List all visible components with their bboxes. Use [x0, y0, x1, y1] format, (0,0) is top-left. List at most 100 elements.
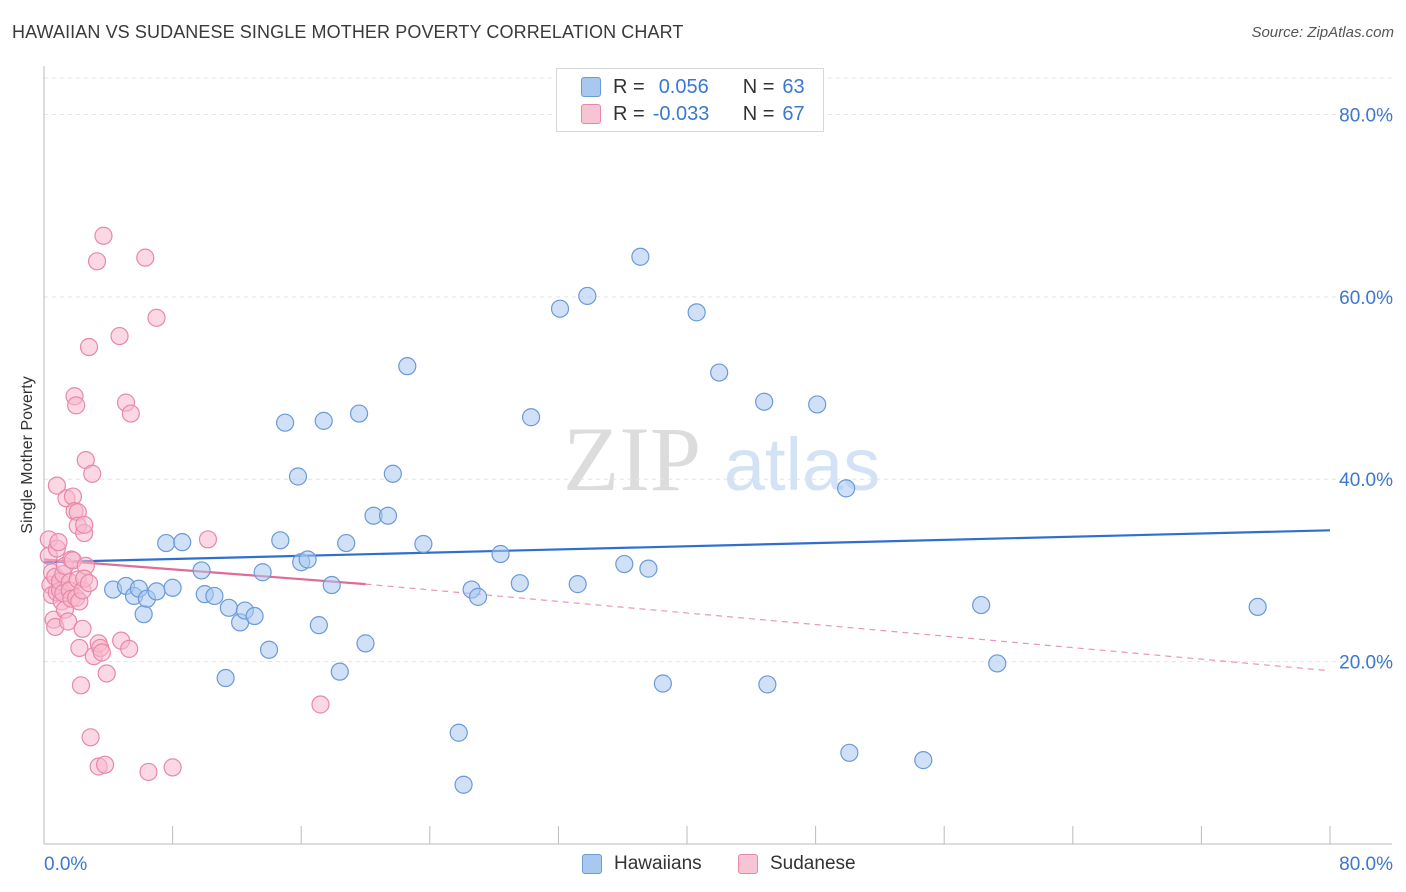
sudanese-point: [81, 728, 100, 747]
hawaiians-point: [337, 533, 356, 553]
hawaiians-point: [253, 563, 272, 582]
r-label: R =: [613, 75, 645, 98]
hawaiians-point: [356, 634, 375, 653]
hawaiians-point: [192, 561, 211, 580]
y-tick-label: 40.0%: [1339, 470, 1393, 491]
hawaiians-point: [383, 464, 402, 483]
sudanese-legend-label: Sudanese: [770, 853, 856, 874]
hawaiians-trend-line: [43, 529, 1331, 564]
hawaiians-point: [322, 575, 341, 595]
hawaiians-point: [314, 411, 333, 430]
sudanese-point: [79, 574, 99, 593]
hawaiians-point: [245, 606, 264, 626]
hawaiians-point: [1248, 597, 1267, 617]
hawaiians-point: [758, 675, 777, 694]
sudanese-point: [87, 252, 107, 271]
r-value: 0.056: [658, 75, 709, 98]
hawaiians-point: [271, 531, 290, 550]
sudanese-point: [59, 612, 78, 631]
hawaiians-point: [568, 575, 587, 594]
hawaiians-point: [134, 605, 153, 624]
hawaiians-point: [808, 395, 827, 414]
sudanese-point: [97, 664, 116, 683]
sudanese-point: [139, 762, 158, 782]
y-tick-label: 60.0%: [1339, 288, 1393, 309]
watermark-zip: ZIP: [563, 408, 701, 510]
hawaiians-point: [173, 533, 192, 552]
hawaiians-point: [550, 299, 570, 318]
hawaiians-point: [288, 467, 308, 486]
hawaiians-point: [309, 616, 328, 635]
sudanese-point: [94, 226, 113, 245]
y-tick-label: 80.0%: [1339, 105, 1393, 126]
n-value: 63: [782, 75, 805, 98]
hawaiians-point: [163, 578, 182, 597]
sudanese-point: [121, 404, 140, 423]
hawaiians-point: [259, 640, 279, 659]
sudanese-swatch: [581, 104, 601, 124]
sudanese-point: [70, 638, 89, 658]
hawaiians-point: [454, 775, 473, 794]
legend-item-sudanese: Sudanese: [738, 851, 856, 877]
sudanese-point: [92, 643, 111, 662]
hawaiians-point: [837, 479, 856, 498]
sudanese-point: [110, 326, 129, 346]
hawaiians-legend-label: Hawaiians: [614, 853, 702, 874]
hawaiians-point: [276, 413, 295, 432]
hawaiians-legend-swatch: [582, 854, 602, 874]
hawaiians-point: [840, 743, 859, 762]
chart-title: HAWAIIAN VS SUDANESE SINGLE MOTHER POVER…: [12, 22, 684, 42]
n-value: 67: [782, 102, 805, 125]
sudanese-point: [67, 396, 86, 415]
n-label: N =: [742, 75, 775, 98]
hawaiians-point: [449, 723, 468, 742]
sudanese-point: [95, 755, 115, 774]
x-tick-label-min: 0.0%: [44, 854, 87, 875]
hawaiians-point: [398, 357, 417, 376]
sudanese-point: [120, 639, 139, 658]
hawaiians-point: [639, 559, 658, 578]
hawaiians-point: [414, 534, 433, 554]
hawaiians-point: [510, 574, 529, 593]
hawaiians-point: [988, 654, 1007, 673]
hawaiians-point: [972, 595, 991, 615]
sudanese-point: [311, 695, 330, 714]
hawaiians-point: [468, 587, 488, 606]
n-label: N =: [742, 102, 775, 125]
hawaiians-point: [378, 506, 398, 525]
hawaiians-point: [687, 303, 706, 322]
hawaiians-point: [349, 404, 369, 423]
stats-legend: R = 0.056 N = 63 R = -0.033 N = 67: [556, 68, 824, 132]
hawaiians-point: [219, 598, 238, 617]
hawaiians-point: [521, 408, 541, 427]
sudanese-point: [198, 530, 218, 549]
hawaiians-point: [491, 544, 510, 564]
sudanese-point: [83, 464, 102, 483]
legend-row-sudanese: R = -0.033 N = 67: [581, 101, 805, 127]
sudanese-point: [147, 308, 166, 327]
sudanese-legend-swatch: [738, 854, 758, 874]
y-tick-label: 20.0%: [1339, 653, 1393, 674]
r-label: R =: [613, 102, 645, 125]
hawaiians-swatch: [581, 77, 601, 97]
sudanese-point: [71, 676, 91, 695]
hawaiians-point: [298, 550, 317, 569]
legend-row-hawaiians: R = 0.056 N = 63: [581, 74, 805, 100]
hawaiians-point: [631, 247, 650, 266]
legend-item-hawaiians: Hawaiians: [582, 851, 702, 877]
hawaiians-point: [653, 674, 672, 693]
x-tick-label-max: 80.0%: [1339, 854, 1393, 875]
sudanese-point: [49, 533, 68, 552]
r-value: -0.033: [652, 102, 710, 125]
hawaiians-point: [157, 533, 176, 553]
sudanese-point: [75, 515, 94, 534]
hawaiians-point: [615, 554, 634, 574]
sudanese-point: [73, 619, 92, 638]
hawaiians-point: [578, 286, 597, 306]
sudanese-point: [79, 337, 99, 357]
sudanese-point: [136, 248, 155, 267]
sudanese-trend-extension: [365, 583, 1331, 672]
hawaiians-point: [914, 751, 933, 770]
hawaiians-point: [216, 668, 235, 688]
